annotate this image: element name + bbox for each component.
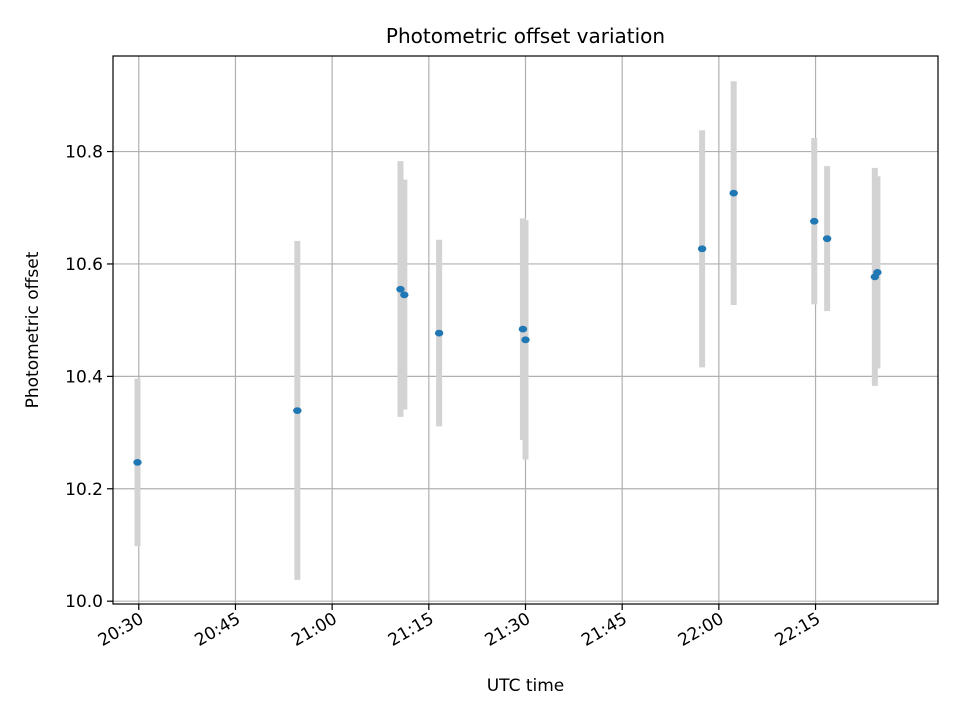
data-point — [293, 407, 302, 415]
x-axis-title: UTC time — [487, 676, 565, 696]
y-tick-label: 10.4 — [65, 367, 103, 387]
data-point — [434, 329, 444, 337]
data-point — [518, 325, 528, 333]
y-axis-title: Photometric offset — [23, 251, 43, 408]
data-point — [400, 291, 409, 299]
data-point — [133, 458, 142, 466]
y-tick-label: 10.2 — [65, 480, 103, 500]
data-point — [729, 189, 738, 197]
data-points — [133, 189, 882, 466]
data-point — [697, 245, 707, 253]
data-point — [822, 235, 832, 243]
data-point — [521, 336, 530, 344]
data-point — [873, 268, 882, 276]
y-axis-ticks: 10.0 10.2 10.4 10.6 10.8 — [65, 143, 113, 612]
y-tick-label: 10.6 — [65, 255, 103, 275]
data-point — [810, 217, 819, 225]
data-point — [396, 285, 405, 293]
y-tick-label: 10.8 — [65, 143, 103, 163]
chart-title: Photometric offset variation — [386, 24, 665, 48]
y-tick-label: 10.0 — [65, 592, 103, 612]
